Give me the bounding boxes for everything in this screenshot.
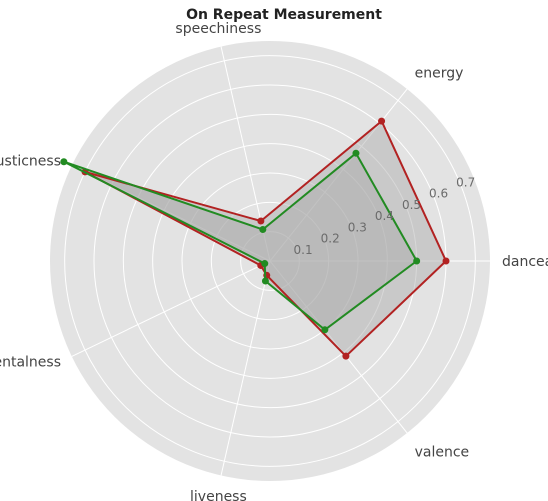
axis-label-acousticness: acousticness [0, 153, 61, 169]
r-tick-label-0.1: 0.1 [294, 243, 313, 257]
axis-label-danceability: danceability [502, 254, 548, 270]
series-1-point-instrumentalness [261, 260, 269, 268]
series-0-line [84, 120, 447, 358]
spoke-speechiness [220, 46, 271, 262]
axis-label-liveness: liveness [190, 489, 247, 501]
series-0-point-valence [342, 352, 350, 360]
series-1-point-danceability [413, 257, 421, 265]
spoke-energy [269, 88, 408, 262]
series-1-point-energy [352, 149, 360, 157]
spoke-valence [269, 260, 408, 434]
series-0-fill [85, 121, 446, 357]
series-1-point-acousticness [60, 158, 68, 166]
r-tick-label-0.5: 0.5 [402, 198, 421, 212]
r-tick-label-0.3: 0.3 [348, 220, 367, 234]
series-1-line [62, 152, 418, 331]
series-1-point-valence [321, 326, 329, 334]
series-1-point-liveness [261, 277, 269, 285]
spoke-instrumentalness [71, 260, 271, 357]
series-1-fill [63, 153, 417, 330]
radar-labels: 0.1 0.2 0.3 0.4 0.5 0.6 0.7 danceability energy s… [0, 21, 548, 501]
series-0-point-speechiness [257, 217, 265, 225]
r-tick-label-0.7: 0.7 [456, 175, 475, 189]
r-tick-label-0.2: 0.2 [321, 232, 340, 246]
radar-series [60, 117, 450, 360]
axis-label-energy: energy [415, 66, 464, 82]
spoke-liveness [220, 260, 271, 476]
axis-label-instrumentalness: instrumentalness [0, 355, 61, 371]
r-tick-label-0.6: 0.6 [429, 187, 448, 201]
series-0-point-danceability [442, 257, 450, 265]
r-tick-label-0.4: 0.4 [375, 209, 394, 223]
chart-title: On Repeat Measurement [186, 7, 382, 23]
axis-label-valence: valence [415, 444, 470, 460]
series-0-point-energy [378, 117, 386, 125]
axis-label-speechiness: speechiness [175, 21, 261, 37]
series-1-point-speechiness [259, 226, 267, 234]
